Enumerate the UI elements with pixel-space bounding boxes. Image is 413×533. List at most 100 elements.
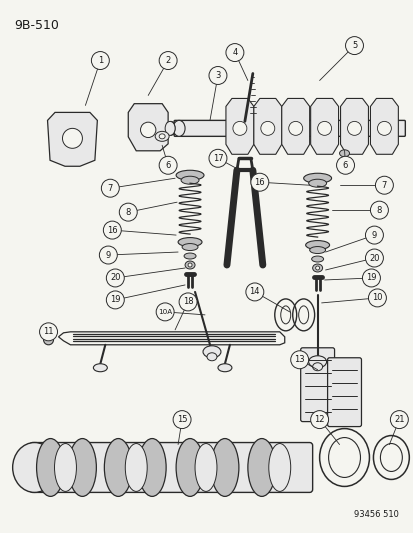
Ellipse shape	[303, 173, 331, 183]
Text: 14: 14	[249, 287, 259, 296]
Circle shape	[368, 289, 385, 307]
Circle shape	[370, 201, 387, 219]
Circle shape	[317, 122, 331, 135]
Ellipse shape	[202, 346, 221, 358]
Circle shape	[209, 67, 226, 84]
Text: 2: 2	[165, 56, 170, 65]
Ellipse shape	[176, 170, 204, 180]
Ellipse shape	[178, 238, 202, 247]
Polygon shape	[310, 99, 338, 154]
Ellipse shape	[309, 247, 325, 254]
Circle shape	[173, 410, 190, 429]
Circle shape	[389, 410, 407, 429]
Circle shape	[106, 269, 124, 287]
Circle shape	[140, 122, 156, 138]
Ellipse shape	[125, 443, 147, 491]
Ellipse shape	[182, 244, 197, 251]
Text: 12: 12	[313, 415, 324, 424]
Ellipse shape	[13, 442, 56, 492]
Ellipse shape	[36, 439, 64, 496]
Circle shape	[365, 226, 382, 244]
Text: 21: 21	[393, 415, 404, 424]
Circle shape	[91, 52, 109, 69]
Ellipse shape	[159, 134, 165, 139]
Text: 11: 11	[43, 327, 54, 336]
Ellipse shape	[68, 439, 96, 496]
Ellipse shape	[217, 364, 231, 372]
Circle shape	[310, 410, 328, 429]
Text: 5: 5	[351, 41, 356, 50]
Ellipse shape	[185, 261, 195, 269]
Text: 19: 19	[366, 273, 376, 282]
Circle shape	[290, 351, 308, 369]
Ellipse shape	[312, 363, 322, 371]
Circle shape	[336, 156, 354, 174]
Polygon shape	[47, 112, 97, 166]
Text: 7: 7	[107, 184, 113, 193]
Circle shape	[40, 323, 57, 341]
Text: 10: 10	[371, 294, 382, 302]
FancyBboxPatch shape	[174, 120, 404, 136]
Ellipse shape	[155, 131, 169, 141]
FancyBboxPatch shape	[300, 348, 334, 422]
Text: 19: 19	[110, 295, 120, 304]
Text: 20: 20	[368, 254, 379, 263]
Circle shape	[375, 176, 392, 194]
Polygon shape	[225, 99, 253, 154]
Polygon shape	[340, 99, 368, 154]
Circle shape	[362, 269, 380, 287]
Text: 10A: 10A	[158, 309, 172, 315]
Polygon shape	[281, 99, 309, 154]
Ellipse shape	[165, 122, 175, 135]
Circle shape	[225, 44, 243, 61]
Text: 7: 7	[381, 181, 386, 190]
Text: 9B-510: 9B-510	[14, 19, 59, 31]
Text: 8: 8	[376, 206, 381, 215]
Ellipse shape	[308, 356, 326, 368]
Ellipse shape	[268, 443, 290, 491]
Circle shape	[43, 335, 53, 345]
Text: 13: 13	[294, 356, 304, 364]
Text: 1: 1	[97, 56, 103, 65]
Circle shape	[99, 246, 117, 264]
FancyBboxPatch shape	[167, 123, 176, 134]
Ellipse shape	[93, 364, 107, 372]
Circle shape	[377, 122, 390, 135]
Text: 8: 8	[125, 208, 131, 216]
Circle shape	[103, 221, 121, 239]
Circle shape	[101, 179, 119, 197]
Ellipse shape	[312, 264, 322, 272]
Text: 16: 16	[254, 177, 264, 187]
Circle shape	[179, 293, 197, 311]
Ellipse shape	[188, 263, 192, 267]
Ellipse shape	[173, 120, 185, 136]
Circle shape	[347, 122, 361, 135]
Ellipse shape	[184, 253, 196, 259]
Text: 9: 9	[105, 251, 111, 260]
Text: 15: 15	[176, 415, 187, 424]
Text: 18: 18	[182, 297, 193, 306]
Circle shape	[159, 156, 177, 174]
Text: 3: 3	[215, 71, 220, 80]
Ellipse shape	[104, 439, 132, 496]
Text: 17: 17	[212, 154, 223, 163]
Circle shape	[106, 291, 124, 309]
Ellipse shape	[247, 439, 275, 496]
Circle shape	[345, 37, 363, 54]
Ellipse shape	[311, 256, 323, 262]
Circle shape	[233, 122, 246, 135]
Polygon shape	[370, 99, 397, 154]
Circle shape	[250, 173, 268, 191]
Ellipse shape	[138, 439, 166, 496]
Polygon shape	[253, 99, 281, 154]
Ellipse shape	[339, 150, 349, 157]
Circle shape	[288, 122, 302, 135]
Circle shape	[156, 303, 174, 321]
FancyBboxPatch shape	[29, 442, 312, 492]
Circle shape	[119, 203, 137, 221]
Text: 6: 6	[342, 161, 347, 170]
Polygon shape	[128, 104, 168, 151]
Ellipse shape	[55, 443, 76, 491]
Circle shape	[159, 52, 177, 69]
Ellipse shape	[176, 439, 204, 496]
